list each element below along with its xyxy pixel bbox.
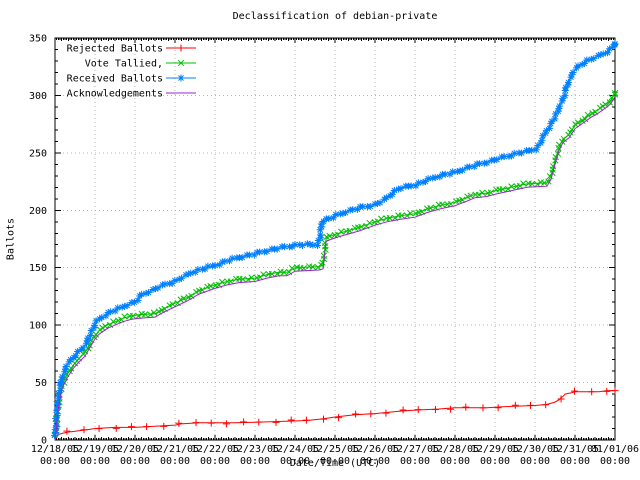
x-axis-label: Date/Time (UTC) — [289, 458, 381, 469]
x-tick-time: 00:00 — [200, 456, 230, 467]
x-tick-time: 00:00 — [80, 456, 110, 467]
y-tick-label: 250 — [29, 148, 47, 159]
x-tick-date: 12/20/05 — [111, 444, 159, 455]
y-tick-label: 300 — [29, 91, 47, 102]
x-tick-date: 12/25/05 — [311, 444, 359, 455]
legend-label: Acknowledgements — [67, 89, 163, 100]
legend-label: Received Ballots — [67, 74, 163, 85]
series-acknowledgements — [54, 96, 616, 441]
series-received-ballots-markers — [50, 40, 619, 439]
x-tick-date: 12/27/05 — [391, 444, 439, 455]
x-tick-date: 12/28/05 — [431, 444, 479, 455]
series-rejected-ballots-markers — [63, 387, 619, 435]
y-tick-label: 350 — [29, 34, 47, 45]
legend-item-acknowledgements: Acknowledgements — [67, 89, 196, 100]
x-tick-date: 12/22/05 — [191, 444, 239, 455]
x-tick-time: 00:00 — [280, 456, 310, 467]
x-tick-time: 00:00 — [240, 456, 270, 467]
x-tick-time: 00:00 — [600, 456, 630, 467]
y-tick-labels: 0 50 100 150 200 250 300 350 — [29, 34, 47, 447]
x-tick-date: 12/26/05 — [351, 444, 399, 455]
grid-lines — [55, 38, 615, 440]
x-tick-date: 01/01/06 — [591, 444, 639, 455]
y-tick-label: 50 — [35, 378, 47, 389]
y-tick-label: 200 — [29, 206, 47, 217]
legend-marker — [177, 44, 185, 52]
x-tick-time: 00:00 — [40, 456, 70, 467]
legend-label: Vote Tallied, — [85, 59, 163, 70]
x-tick-time: 00:00 — [480, 456, 510, 467]
series-rejected-ballots — [54, 387, 619, 441]
legend-marker — [177, 59, 185, 67]
plot-border — [54, 37, 616, 441]
x-tick-time: 00:00 — [320, 456, 350, 467]
x-tick-date: 12/18/05 — [31, 444, 79, 455]
x-tick-date: 12/21/05 — [151, 444, 199, 455]
x-tick-time: 00:00 — [560, 456, 590, 467]
x-tick-time: 00:00 — [160, 456, 190, 467]
legend: Rejected Ballots Vote Tallied, Received Ba… — [67, 44, 196, 100]
legend-item-received-ballots: Received Ballots — [67, 74, 196, 85]
x-tick-date: 12/19/05 — [71, 444, 119, 455]
x-tick-time: 00:00 — [360, 456, 390, 467]
x-tick-date: 12/29/05 — [471, 444, 519, 455]
x-tick-labels: 12/18/0500:0012/19/0500:0012/20/0500:001… — [31, 444, 639, 467]
series-received-ballots — [50, 40, 619, 441]
x-tick-time: 00:00 — [120, 456, 150, 467]
x-tick-date: 12/30/05 — [511, 444, 559, 455]
chart-title: Declassification of debian-private — [232, 11, 438, 22]
x-tick-date: 12/23/05 — [231, 444, 279, 455]
legend-item-vote-tallied: Vote Tallied, — [85, 59, 196, 70]
series-acknowledgements-line — [54, 96, 616, 441]
y-axis-label: Ballots — [5, 217, 17, 261]
x-tick-date: 12/24/05 — [271, 444, 319, 455]
x-tick-time: 00:00 — [400, 456, 430, 467]
legend-marker — [177, 74, 185, 82]
y-tick-label: 100 — [29, 321, 47, 332]
x-tick-date: 12/31/05 — [551, 444, 599, 455]
x-tick-time: 00:00 — [440, 456, 470, 467]
x-tick-time: 00:00 — [520, 456, 550, 467]
series-received-ballots-line — [54, 43, 616, 441]
legend-label: Rejected Ballots — [67, 44, 163, 55]
legend-item-rejected-ballots: Rejected Ballots — [67, 44, 196, 55]
y-tick-label: 0 — [41, 436, 47, 447]
y-tick-label: 150 — [29, 263, 47, 274]
axis-ticks — [54, 38, 616, 440]
series-rejected-ballots-line — [54, 390, 615, 441]
